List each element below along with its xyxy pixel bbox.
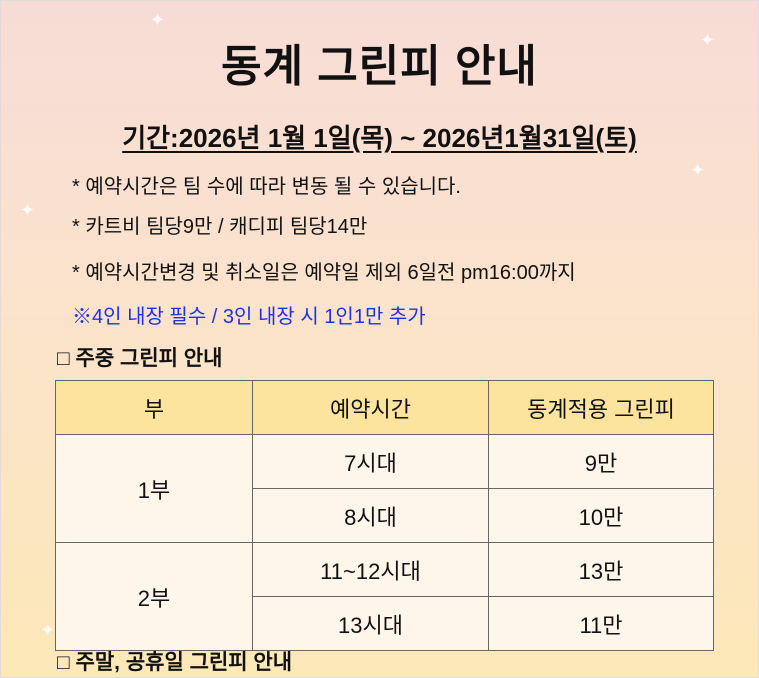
highlight-note: ※4인 내장 필수 / 3인 내장 시 1인1만 추가 [72, 306, 426, 328]
fee-cell: 9만 [488, 434, 714, 489]
time-cell: 7시대 [252, 434, 489, 489]
sparkle-icon: ✦ [20, 200, 36, 220]
page-title: 동계 그린피 안내 [221, 42, 538, 91]
sparkle-icon: ✦ [150, 10, 166, 30]
period: 기간:2026년 1월 1일(목) ~ 2026년1월31일(토) [122, 123, 637, 153]
sparkle-icon: ✦ [690, 160, 706, 180]
greenfee-table: 부 예약시간 동계적용 그린피 1부 7시대 9만 8시대 10만 2부 11~… [55, 380, 714, 651]
header-part: 부 [55, 380, 253, 435]
table-row: 13시대 11만 [56, 596, 714, 651]
table-row: 8시대 10만 [56, 488, 714, 543]
note: * 카트비 팀당9만 / 캐디피 팀당14만 [72, 216, 368, 238]
part-cell: 2부 [55, 542, 253, 651]
time-cell: 8시대 [252, 488, 489, 543]
time-cell: 13시대 [252, 596, 489, 651]
note: * 예약시간변경 및 취소일은 예약일 제외 6일전 pm16:00까지 [72, 262, 576, 284]
time-cell: 11~12시대 [252, 542, 489, 597]
header-fee: 동계적용 그린피 [488, 380, 714, 435]
fee-cell: 11만 [488, 596, 714, 651]
part-cell: 1부 [55, 434, 253, 543]
table-header-row: 부 예약시간 동계적용 그린피 [55, 380, 714, 435]
weekend-section-heading: □ 주말, 공휴일 그린피 안내 [57, 651, 293, 674]
fee-cell: 13만 [488, 542, 714, 597]
note: * 예약시간은 팀 수에 따라 변동 될 수 있습니다. [72, 176, 461, 198]
table-row: 2부 11~12시대 13만 [55, 542, 714, 651]
sparkle-icon: ✦ [700, 30, 716, 50]
sparkle-icon: ✦ [40, 620, 56, 640]
table-row: 1부 7시대 9만 [55, 434, 714, 543]
fee-cell: 10만 [488, 488, 714, 543]
weekday-section-heading: □ 주중 그린피 안내 [57, 347, 223, 370]
header-time: 예약시간 [252, 380, 489, 435]
